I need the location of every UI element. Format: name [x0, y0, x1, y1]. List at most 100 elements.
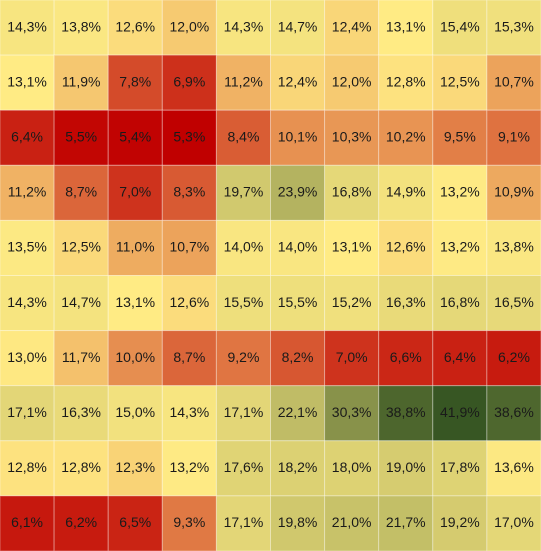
- cell-label: 13,5%: [7, 239, 47, 255]
- cell-label: 7,0%: [336, 349, 368, 365]
- cell-label: 13,8%: [494, 239, 534, 255]
- heat-cell: [270, 219, 326, 276]
- cell-label: 18,2%: [278, 459, 318, 475]
- heat-cell: [432, 164, 488, 221]
- cell-label: 5,5%: [65, 128, 97, 144]
- cell-label: 16,3%: [386, 294, 426, 310]
- heat-cell: [0, 330, 55, 387]
- cell-label: 12,8%: [7, 459, 47, 475]
- heat-cell: [324, 164, 380, 221]
- heat-cell: [270, 109, 326, 166]
- heat-cell: [432, 54, 488, 111]
- cell-label: 12,5%: [61, 239, 101, 255]
- cell-label: 15,4%: [440, 18, 480, 34]
- heat-cell: [0, 385, 55, 442]
- cell-label: 11,2%: [8, 184, 47, 200]
- cell-label: 6,1%: [11, 514, 43, 530]
- heat-cell: [270, 330, 326, 387]
- cell-label: 19,0%: [386, 459, 426, 475]
- heat-cell: [378, 109, 434, 166]
- cell-label: 12,6%: [386, 239, 426, 255]
- cell-label: 6,4%: [444, 349, 476, 365]
- heat-cell: [486, 495, 541, 551]
- heat-cell: [53, 385, 109, 442]
- cell-label: 6,6%: [390, 349, 422, 365]
- heat-cell: [215, 330, 271, 387]
- cell-label: 10,7%: [169, 239, 209, 255]
- cell-label: 11,7%: [62, 349, 101, 365]
- cell-label: 12,8%: [61, 459, 101, 475]
- heat-cell: [486, 219, 541, 276]
- cell-label: 7,0%: [119, 184, 151, 200]
- heat-cell: [107, 275, 163, 332]
- cell-label: 15,0%: [115, 404, 155, 420]
- heat-cell: [161, 495, 217, 551]
- heat-cell: [324, 330, 380, 387]
- heat-cell: [0, 440, 55, 497]
- heat-cell: [215, 275, 271, 332]
- cell-label: 8,4%: [227, 128, 259, 144]
- heat-cell: [486, 0, 541, 56]
- cell-label: 19,2%: [440, 514, 480, 530]
- heat-cell: [53, 54, 109, 111]
- cell-label: 16,5%: [494, 294, 534, 310]
- cell-label: 17,1%: [224, 404, 264, 420]
- heat-cell: [378, 0, 434, 56]
- cell-label: 8,7%: [173, 349, 205, 365]
- cell-label: 22,1%: [278, 404, 318, 420]
- cell-label: 5,4%: [119, 128, 151, 144]
- cell-label: 15,5%: [278, 294, 318, 310]
- heat-cell: [53, 275, 109, 332]
- cell-label: 14,0%: [278, 239, 318, 255]
- cell-label: 10,0%: [115, 349, 155, 365]
- heat-cell: [161, 54, 217, 111]
- cell-label: 15,2%: [332, 294, 372, 310]
- heat-cell: [53, 330, 109, 387]
- heat-cell: [215, 0, 271, 56]
- heat-cell: [270, 275, 326, 332]
- heat-cell: [161, 109, 217, 166]
- heat-cell: [107, 0, 163, 56]
- cell-label: 17,6%: [224, 459, 264, 475]
- heat-cell: [107, 219, 163, 276]
- cell-label: 15,5%: [224, 294, 264, 310]
- cell-label: 17,0%: [494, 514, 534, 530]
- heat-cell: [378, 219, 434, 276]
- cell-label: 10,3%: [332, 128, 372, 144]
- cell-label: 13,6%: [494, 459, 534, 475]
- heat-cell: [0, 164, 55, 221]
- cell-label: 14,3%: [7, 18, 47, 34]
- cell-label: 10,7%: [494, 73, 534, 89]
- cell-label: 13,2%: [440, 239, 480, 255]
- heat-cell: [0, 54, 55, 111]
- cell-label: 16,8%: [332, 184, 372, 200]
- cell-label: 38,6%: [494, 404, 534, 420]
- cell-label: 8,7%: [65, 184, 97, 200]
- heat-cell: [324, 0, 380, 56]
- cell-label: 7,8%: [119, 73, 151, 89]
- cell-label: 12,0%: [332, 73, 372, 89]
- cell-label: 14,3%: [7, 294, 47, 310]
- cell-label: 12,0%: [169, 18, 209, 34]
- cell-label: 11,9%: [62, 73, 101, 89]
- cell-label: 13,8%: [61, 18, 101, 34]
- cell-label: 19,7%: [224, 184, 264, 200]
- heat-cell: [486, 109, 541, 166]
- heat-cell: [0, 109, 55, 166]
- cell-label: 16,3%: [61, 404, 101, 420]
- heat-cell: [432, 330, 488, 387]
- cell-label: 13,0%: [7, 349, 47, 365]
- cell-label: 14,7%: [61, 294, 101, 310]
- cell-label: 5,3%: [173, 128, 205, 144]
- cell-label: 14,7%: [278, 18, 318, 34]
- cell-label: 8,2%: [282, 349, 314, 365]
- cell-label: 6,9%: [173, 73, 205, 89]
- heat-cell: [107, 109, 163, 166]
- cell-label: 13,1%: [332, 239, 372, 255]
- heat-cell: [378, 440, 434, 497]
- heat-cell: [324, 495, 380, 551]
- cell-label: 17,1%: [224, 514, 264, 530]
- heat-cell: [53, 109, 109, 166]
- heat-cell: [161, 164, 217, 221]
- cell-label: 6,5%: [119, 514, 151, 530]
